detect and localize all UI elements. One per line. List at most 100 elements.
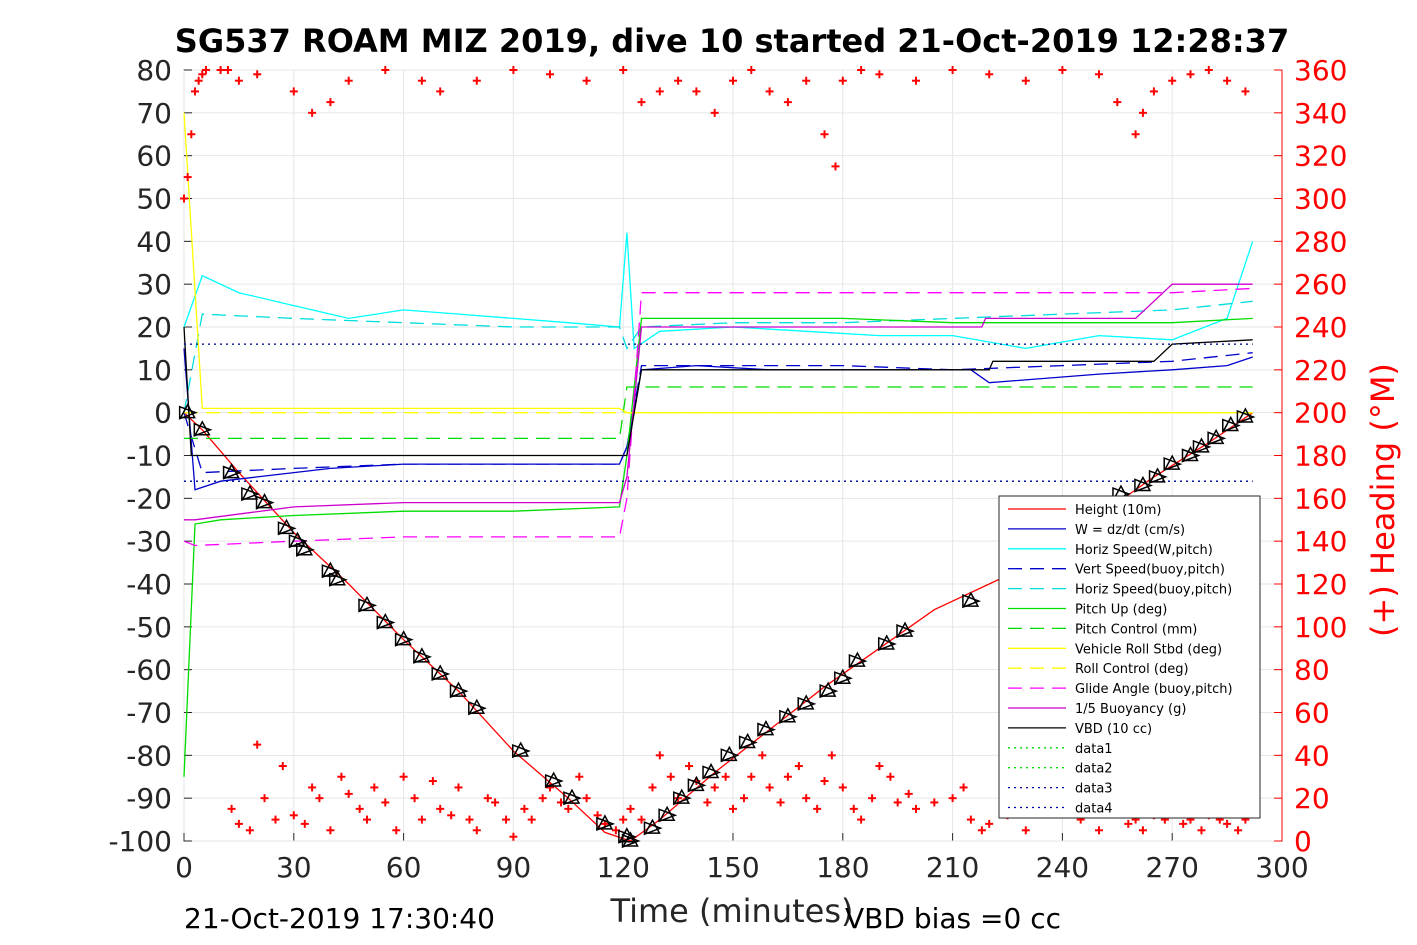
y-tick-label: 30: [136, 268, 172, 301]
heading-point: [502, 815, 511, 824]
heading-point: [729, 804, 737, 813]
gc-marker-right-triangle: [720, 748, 740, 763]
heading-point: [831, 162, 840, 171]
gc-marker: [1236, 407, 1256, 425]
x-tick-label: 180: [816, 851, 869, 884]
gc-marker-right-triangle: [1236, 409, 1256, 425]
gc-marker-right-triangle: [1192, 439, 1212, 455]
heading-point: [1241, 87, 1250, 96]
gc-marker-right-triangle: [358, 598, 378, 613]
y2-tick-labels: 3603403203002802602402202001801601401201…: [1294, 54, 1347, 858]
y2-tick-label: 180: [1294, 440, 1347, 473]
heading-point: [710, 108, 719, 117]
heading-point: [838, 783, 847, 792]
heading-point: [564, 804, 573, 813]
gc-marker: [222, 463, 242, 480]
heading-point: [582, 794, 591, 803]
x-tick-label: 240: [1036, 851, 1089, 884]
heading-point: [977, 826, 986, 835]
heading-point: [783, 772, 792, 781]
y-tick-label: -50: [126, 611, 172, 644]
heading-point: [253, 740, 262, 749]
gc-marker-right-triangle: [1148, 469, 1168, 484]
heading-point: [813, 804, 822, 813]
legend-label: Glide Angle (buoy,pitch): [1075, 682, 1233, 697]
gc-marker-right-triangle: [962, 594, 982, 609]
legend-label: data2: [1075, 762, 1113, 777]
y2-tick-label: 240: [1294, 311, 1347, 344]
y-tick-label: 40: [136, 225, 172, 258]
heading-point: [472, 76, 481, 85]
gc-marker-right-triangle: [178, 405, 198, 420]
heading-point: [180, 194, 188, 203]
x-tick-label: 90: [496, 851, 532, 884]
heading-point: [509, 66, 518, 74]
heading-point: [308, 783, 317, 792]
y2-tick-label: 360: [1294, 54, 1347, 87]
x-tick-label: 210: [926, 851, 979, 884]
gc-marker-right-triangle: [1163, 456, 1183, 472]
heading-point: [1186, 70, 1195, 79]
heading-point: [399, 772, 408, 781]
gc-marker: [779, 707, 799, 724]
heading-point: [465, 815, 474, 824]
heading-point: [527, 815, 536, 824]
heading-point: [959, 783, 968, 792]
heading-point: [520, 804, 529, 813]
heading-point: [392, 826, 401, 835]
gc-marker-right-triangle: [449, 684, 469, 699]
heading-point: [483, 794, 492, 803]
heading-point: [370, 783, 379, 792]
legend-label: data4: [1075, 802, 1113, 817]
heading-point: [802, 794, 811, 803]
gc-marker-right-triangle: [1181, 448, 1201, 463]
gc-marker: [848, 651, 868, 669]
heading-point: [417, 815, 426, 824]
gc-marker: [394, 630, 414, 647]
gc-marker-right-triangle: [658, 808, 678, 823]
y2-tick-label: 140: [1294, 525, 1347, 558]
heading-point: [985, 819, 994, 828]
gc-marker-right-triangle: [413, 649, 433, 664]
y2-tick-label: 220: [1294, 354, 1347, 387]
heading-point: [1138, 108, 1147, 117]
heading-point: [849, 804, 858, 813]
y-tick-label: 60: [136, 140, 172, 173]
heading-point: [703, 798, 712, 807]
heading-point: [966, 815, 975, 824]
gc-marker: [1181, 445, 1201, 463]
legend-label: VBD (10 cc): [1075, 722, 1152, 737]
heading-point: [278, 762, 287, 771]
heading-point: [187, 130, 196, 139]
gc-marker: [819, 681, 839, 699]
heading-point: [820, 130, 829, 139]
heading-point: [326, 826, 335, 835]
gc-marker: [1163, 454, 1183, 472]
gc-marker-right-triangle: [296, 542, 315, 557]
gc-marker: [687, 775, 707, 793]
gc-marker-right-triangle: [563, 791, 583, 806]
heading-point: [685, 762, 694, 771]
heading-point: [1058, 66, 1067, 74]
heading-point: [1223, 76, 1232, 85]
gc-marker-right-triangle: [797, 696, 817, 712]
gc-marker: [834, 668, 853, 686]
gc-marker-right-triangle: [431, 666, 451, 682]
x-tick-label: 0: [175, 851, 193, 884]
y-tick-label: -30: [126, 525, 172, 558]
series-line-3: [183, 232, 1254, 350]
heading-point: [637, 815, 646, 824]
chart-title: SG537 ROAM MIZ 2019, dive 10 started 21-…: [175, 22, 1289, 60]
gc-marker-right-triangle: [255, 495, 275, 510]
heading-point: [253, 70, 262, 79]
y-tick-label: 20: [136, 311, 172, 344]
heading-point: [271, 815, 280, 824]
heading-point: [655, 751, 664, 760]
y-tick-label: 0: [154, 397, 172, 430]
gc-marker: [255, 493, 275, 510]
heading-point: [428, 777, 437, 786]
heading-point: [417, 76, 426, 85]
gc-marker-right-triangle: [222, 465, 242, 480]
gc-marker-right-triangle: [819, 684, 839, 699]
